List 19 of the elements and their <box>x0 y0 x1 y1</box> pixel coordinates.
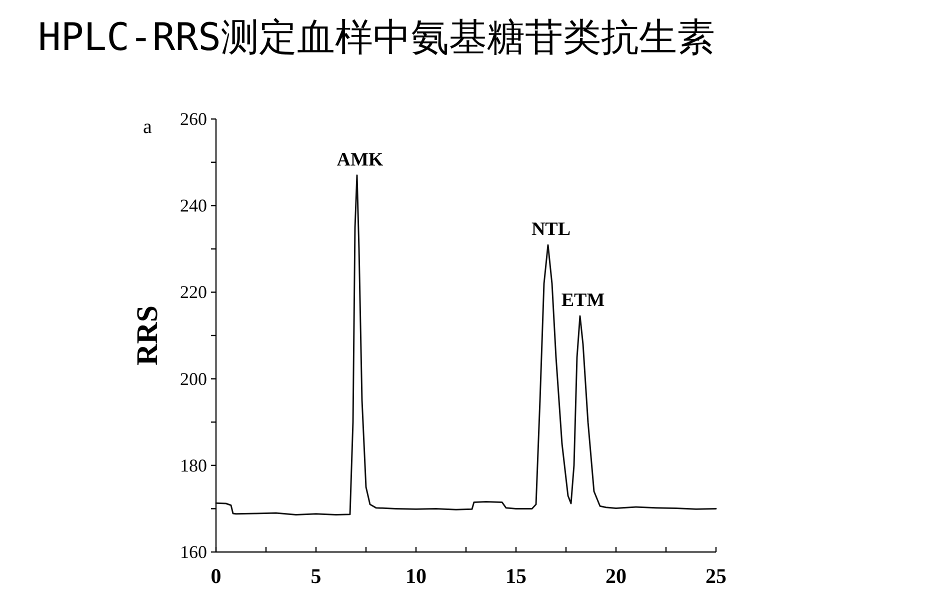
text: a <box>143 116 152 138</box>
x-tick-label: 5 <box>310 564 322 588</box>
annotation: ETM <box>561 290 605 312</box>
x-tick-label: 20 <box>606 564 626 588</box>
y-tick-label: 220 <box>180 282 207 302</box>
line-series <box>215 174 717 516</box>
y-tick-label: 160 <box>180 542 207 562</box>
x-tick-label: 10 <box>406 564 426 588</box>
y-tick-label: 240 <box>180 196 207 216</box>
y-tick-label: 200 <box>180 368 207 389</box>
x-tick-label: 25 <box>706 564 726 588</box>
y-tick-label: 180 <box>180 455 207 476</box>
y-axis-title: RRS <box>131 305 164 366</box>
annotation: NTL <box>531 219 571 240</box>
x-tick-label: 15 <box>506 564 526 588</box>
annotation: AMK <box>336 149 384 170</box>
chart-title: HPLC-RRS测定血样中氨基糖苷类抗生素 <box>38 15 716 59</box>
x-tick-label: 0 <box>210 564 222 588</box>
y-tick-label: 260 <box>180 109 207 129</box>
